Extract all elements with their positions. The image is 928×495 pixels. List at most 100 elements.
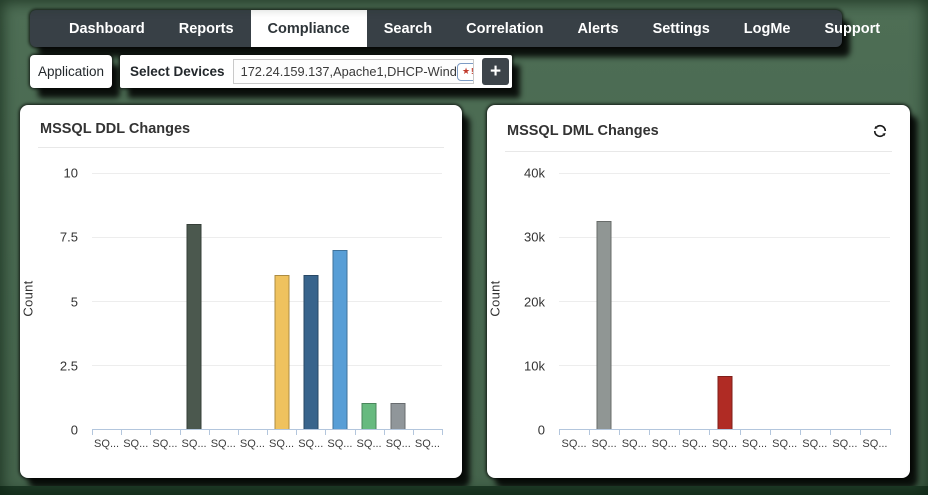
x-axis-tick xyxy=(559,429,560,435)
x-axis-tick xyxy=(121,429,123,435)
y-axis-label: Count xyxy=(20,280,36,317)
panel-mssql-dml-changes: MSSQL DML Changes Count 0 10k 20k 30k 40k SQ… xyxy=(487,105,910,478)
nav-item-reports[interactable]: Reports xyxy=(178,20,234,37)
x-axis-tick xyxy=(649,429,651,435)
select-devices-label: Select Devices xyxy=(130,64,225,79)
gridline xyxy=(559,365,890,366)
x-axis-tick xyxy=(829,429,831,435)
bar[interactable] xyxy=(390,403,406,429)
select-devices-bar: Select Devices 172.24.159.137,Apache1,DH… xyxy=(120,55,512,88)
gridline xyxy=(92,301,442,302)
divider xyxy=(38,147,444,148)
y-axis-label: Count xyxy=(487,280,503,317)
x-axis-tick xyxy=(769,429,771,435)
x-axis-tick xyxy=(179,429,181,435)
gridline xyxy=(559,173,890,174)
x-tick-label: SQ... xyxy=(210,438,236,450)
exclamation-glyph: ! xyxy=(471,66,474,76)
y-tick-label: 10k xyxy=(524,358,545,374)
x-tick-label: SQ... xyxy=(561,438,587,450)
x-axis-tick xyxy=(589,429,591,435)
x-tick-label: SQ... xyxy=(269,438,295,450)
x-tick-label: SQ... xyxy=(298,438,324,450)
x-tick-label: SQ... xyxy=(621,438,647,450)
add-device-button[interactable]: + xyxy=(482,58,509,85)
x-tick-label: SQ... xyxy=(181,438,207,450)
x-tick-label: SQ... xyxy=(414,438,440,450)
devices-input-value: 172.24.159.137,Apache1,DHCP-Wind xyxy=(240,64,457,79)
nav-item-settings[interactable]: Settings xyxy=(652,20,710,37)
nav-item-correlation[interactable]: Correlation xyxy=(466,20,544,37)
bar[interactable] xyxy=(717,375,732,429)
x-axis-tick xyxy=(890,429,891,435)
x-tick-label: SQ... xyxy=(152,438,178,450)
x-axis-tick xyxy=(237,429,239,435)
y-tick-label: 2.5 xyxy=(59,358,78,374)
x-tick-label: SQ... xyxy=(385,438,411,450)
dml-bar-chart: Count 0 10k 20k 30k 40k SQ... SQ... SQ... SQ...… xyxy=(487,157,904,472)
bar[interactable] xyxy=(274,275,290,429)
star-glyph: ★ xyxy=(461,66,471,76)
nav-item-support[interactable]: Support xyxy=(824,20,881,37)
x-tick-label: SQ... xyxy=(123,438,149,450)
bar[interactable] xyxy=(186,224,202,429)
x-axis-tick xyxy=(799,429,801,435)
x-axis-tick xyxy=(619,429,621,435)
plot-area: SQ... SQ... SQ... SQ... SQ... SQ... SQ... SQ...… xyxy=(92,173,443,450)
gridline xyxy=(92,237,442,238)
bar[interactable] xyxy=(596,221,612,429)
x-axis-tick xyxy=(150,429,152,435)
x-tick-label: SQ... xyxy=(681,438,707,450)
x-axis-tick xyxy=(442,429,443,435)
y-tick-label: 0 xyxy=(537,422,545,438)
x-tick-label: SQ... xyxy=(239,438,265,450)
top-navbar: Dashboard Reports Compliance Search Corr… xyxy=(30,10,880,47)
x-axis-tick xyxy=(383,429,385,435)
badge-star-icon[interactable]: ★ ! xyxy=(456,62,474,81)
x-axis-tick xyxy=(325,429,327,435)
x-axis-tick xyxy=(859,429,861,435)
plot-area: SQ... SQ... SQ... SQ... SQ... SQ... SQ... SQ...… xyxy=(559,173,891,450)
x-tick-label: SQ... xyxy=(94,438,120,450)
gridline xyxy=(559,301,890,302)
bar[interactable] xyxy=(303,275,319,429)
y-tick-label: 20k xyxy=(524,294,545,309)
gridline xyxy=(92,173,442,174)
panel-title: MSSQL DML Changes xyxy=(507,123,659,139)
nav-item-dashboard[interactable]: Dashboard xyxy=(69,20,145,37)
nav-item-compliance[interactable]: Compliance xyxy=(250,10,367,47)
x-tick-label: SQ... xyxy=(591,438,617,450)
ddl-bar-chart: Count 0 2.5 5 7.5 10 SQ... SQ... SQ... SQ... SQ.… xyxy=(20,157,456,472)
x-tick-label: SQ... xyxy=(356,438,382,450)
y-tick-label: 10 xyxy=(63,165,78,181)
bar[interactable] xyxy=(332,249,348,429)
x-axis-tick xyxy=(739,429,741,435)
x-tick-label: SQ... xyxy=(832,438,858,450)
y-axis: Count 0 2.5 5 7.5 10 xyxy=(20,166,84,438)
panel-mssql-ddl-changes: MSSQL DDL Changes Count 0 2.5 5 7.5 10 SQ...… xyxy=(20,105,462,478)
bar[interactable] xyxy=(361,403,377,429)
x-axis-tick xyxy=(296,429,298,435)
y-tick-label: 5 xyxy=(70,294,78,309)
x-axis-tick xyxy=(679,429,681,435)
gridline xyxy=(92,365,442,366)
x-tick-label: SQ... xyxy=(711,438,738,450)
y-tick-label: 40k xyxy=(524,165,545,181)
x-tick-label: SQ... xyxy=(327,438,353,450)
x-axis-tick xyxy=(412,429,414,435)
x-tick-label: SQ... xyxy=(651,438,677,450)
nav-item-search[interactable]: Search xyxy=(383,20,433,37)
nav-item-alerts[interactable]: Alerts xyxy=(577,20,619,37)
x-axis-tick xyxy=(354,429,356,435)
nav-item-logme[interactable]: LogMe xyxy=(743,20,791,37)
x-tick-label: SQ... xyxy=(772,438,798,450)
x-axis-tick xyxy=(709,429,711,435)
devices-input[interactable]: 172.24.159.137,Apache1,DHCP-Wind ★ ! xyxy=(232,59,474,84)
y-tick-label: 30k xyxy=(524,229,545,245)
refresh-icon[interactable] xyxy=(870,121,890,141)
x-tick-label: SQ... xyxy=(802,438,828,450)
application-tab[interactable]: Application xyxy=(30,55,112,88)
x-tick-label: SQ... xyxy=(862,438,888,450)
y-tick-label: 0 xyxy=(70,422,78,438)
divider xyxy=(505,151,892,152)
